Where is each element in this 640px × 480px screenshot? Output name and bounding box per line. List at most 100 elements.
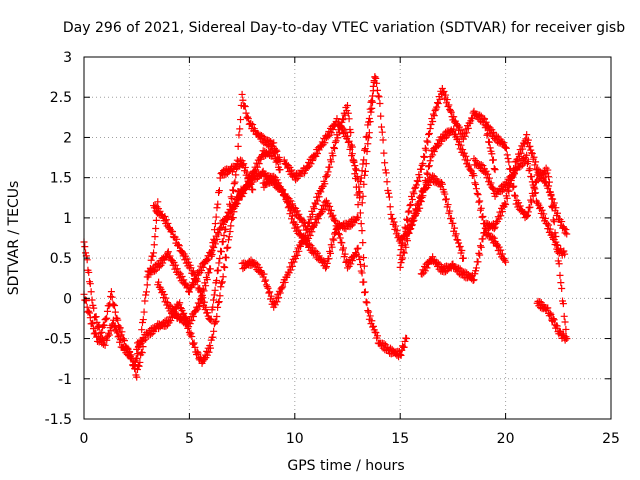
data-point (270, 139, 278, 147)
data-point (342, 128, 350, 136)
data-point (471, 179, 479, 187)
data-point (400, 343, 408, 351)
data-point (372, 329, 380, 337)
data-point (180, 309, 188, 317)
data-point (526, 165, 534, 173)
data-point (227, 210, 235, 218)
data-point (538, 206, 546, 214)
data-point (451, 224, 459, 232)
data-point (189, 312, 197, 320)
data-point (376, 100, 384, 108)
data-point (460, 149, 468, 157)
data-point (561, 318, 569, 326)
data-point (146, 331, 154, 339)
data-point (509, 183, 517, 191)
data-point (239, 96, 247, 104)
data-point (295, 226, 303, 234)
data-point (252, 259, 260, 267)
data-point (113, 314, 121, 322)
data-point (475, 198, 483, 206)
data-point (281, 191, 289, 199)
data-point (416, 204, 424, 212)
data-point (245, 257, 253, 265)
data-point (559, 300, 567, 308)
data-point (255, 263, 263, 271)
data-point (372, 74, 380, 82)
data-point (504, 155, 512, 163)
data-point (326, 249, 334, 257)
data-point (210, 296, 218, 304)
data-point (266, 151, 274, 159)
data-point (207, 252, 215, 260)
data-point (482, 167, 490, 175)
data-point (245, 174, 253, 182)
data-point (489, 233, 497, 241)
data-point (241, 163, 249, 171)
data-point (474, 191, 482, 199)
data-point (502, 144, 510, 152)
data-point (305, 219, 313, 227)
data-point (177, 247, 185, 255)
data-point (400, 249, 408, 257)
data-point (182, 315, 190, 323)
data-point (174, 241, 182, 249)
data-point (463, 269, 471, 277)
y-tick-label: 2.5 (50, 90, 72, 106)
data-point (169, 228, 177, 236)
data-point (222, 225, 230, 233)
data-point (278, 284, 286, 292)
data-point (429, 253, 437, 261)
data-point (92, 313, 100, 321)
data-point (81, 243, 89, 251)
data-point (345, 137, 353, 145)
data-point (262, 281, 270, 289)
data-point (425, 131, 433, 139)
data-point (335, 231, 343, 239)
data-point (561, 250, 569, 258)
data-point (331, 139, 339, 147)
data-point (246, 179, 254, 187)
data-point (198, 291, 206, 299)
data-point (323, 171, 331, 179)
data-point (222, 171, 230, 179)
data-point (326, 202, 334, 210)
data-point (100, 321, 108, 329)
data-point (140, 308, 148, 316)
data-point (232, 171, 240, 179)
data-point (319, 257, 327, 265)
data-point (520, 159, 528, 167)
data-point (329, 152, 337, 160)
data-point (498, 187, 506, 195)
data-point (479, 213, 487, 221)
data-point (193, 348, 201, 356)
data-point (365, 129, 373, 137)
data-point (162, 322, 170, 330)
data-point (212, 317, 220, 325)
data-point (401, 223, 409, 231)
data-point (134, 362, 142, 370)
data-point (279, 186, 287, 194)
data-point (288, 166, 296, 174)
data-point (511, 192, 519, 200)
data-point (284, 199, 292, 207)
data-point (531, 161, 539, 169)
data-point (213, 276, 221, 284)
data-point (414, 177, 422, 185)
data-point (525, 167, 533, 175)
data-point (135, 362, 143, 370)
data-point (390, 218, 398, 226)
data-point (498, 250, 506, 258)
data-point (407, 201, 415, 209)
data-point (203, 351, 211, 359)
series-trace-16 (481, 115, 571, 343)
data-point (165, 301, 173, 309)
data-point (174, 311, 182, 319)
data-point (511, 170, 519, 178)
data-point (546, 309, 554, 317)
data-point (210, 291, 218, 299)
data-point (523, 151, 531, 159)
data-point (314, 150, 322, 158)
data-point (336, 234, 344, 242)
data-point (515, 153, 523, 161)
